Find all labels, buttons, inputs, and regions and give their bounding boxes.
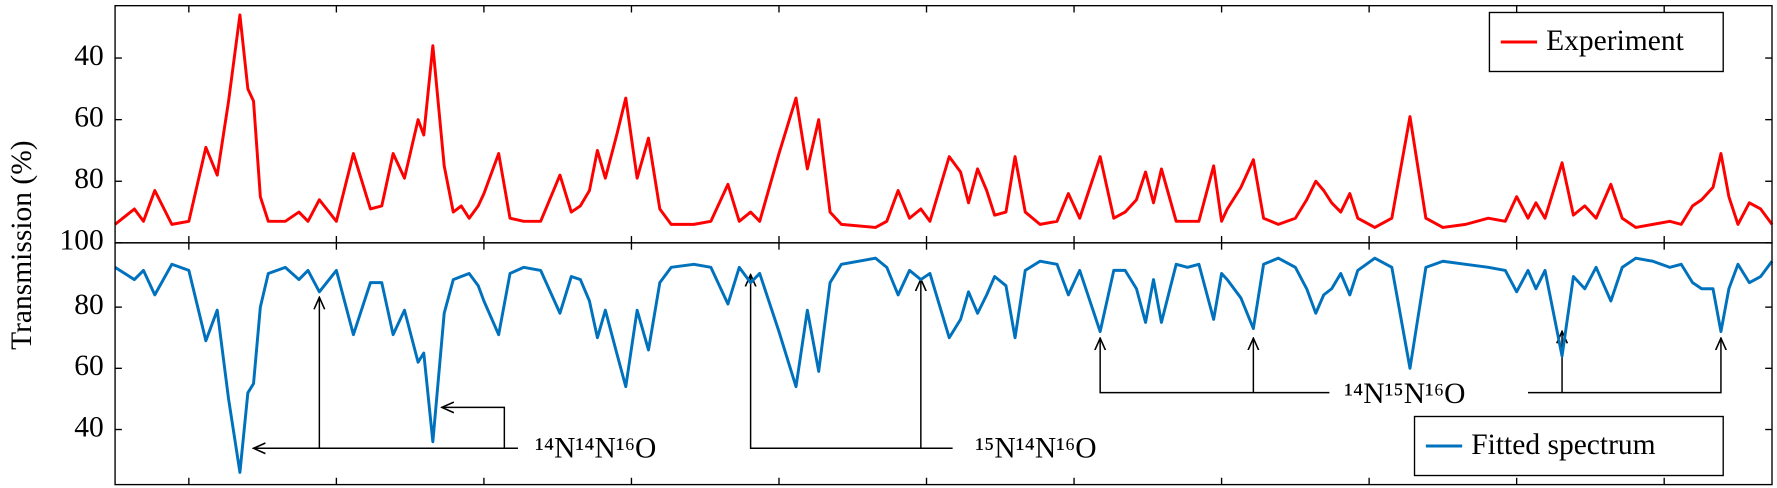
y-tick-label: 80 <box>74 289 104 321</box>
y-tick-label: 100 <box>59 225 103 257</box>
y-tick-label: 60 <box>74 101 104 133</box>
y-tick-label: 80 <box>74 163 104 195</box>
arrow <box>1528 338 1721 394</box>
annotation-arrows <box>254 275 1721 449</box>
legend: Experiment <box>1488 11 1724 73</box>
y-tick-label: 40 <box>74 411 104 443</box>
y-axis-label: Transmission (%) <box>6 140 38 350</box>
annotation: ¹⁴N¹⁴N¹⁶O <box>535 432 656 464</box>
legend: Fitted spectrum <box>1413 415 1724 477</box>
annotation: ¹⁴N¹⁵N¹⁶O <box>1344 378 1465 410</box>
arrow <box>442 407 506 449</box>
legend-box <box>1413 415 1724 477</box>
y-tick-label: 60 <box>74 350 104 382</box>
arrow <box>751 275 953 450</box>
data-line <box>114 256 1774 474</box>
plot-frame <box>114 242 1773 486</box>
data-line <box>114 13 1774 229</box>
legend-label: Fitted spectrum <box>1471 429 1655 461</box>
y-tick-label: 40 <box>74 40 104 72</box>
arrow <box>1100 338 1330 394</box>
legend-label: Experiment <box>1546 25 1684 57</box>
annotation: ¹⁵N¹⁴N¹⁶O <box>975 432 1096 464</box>
